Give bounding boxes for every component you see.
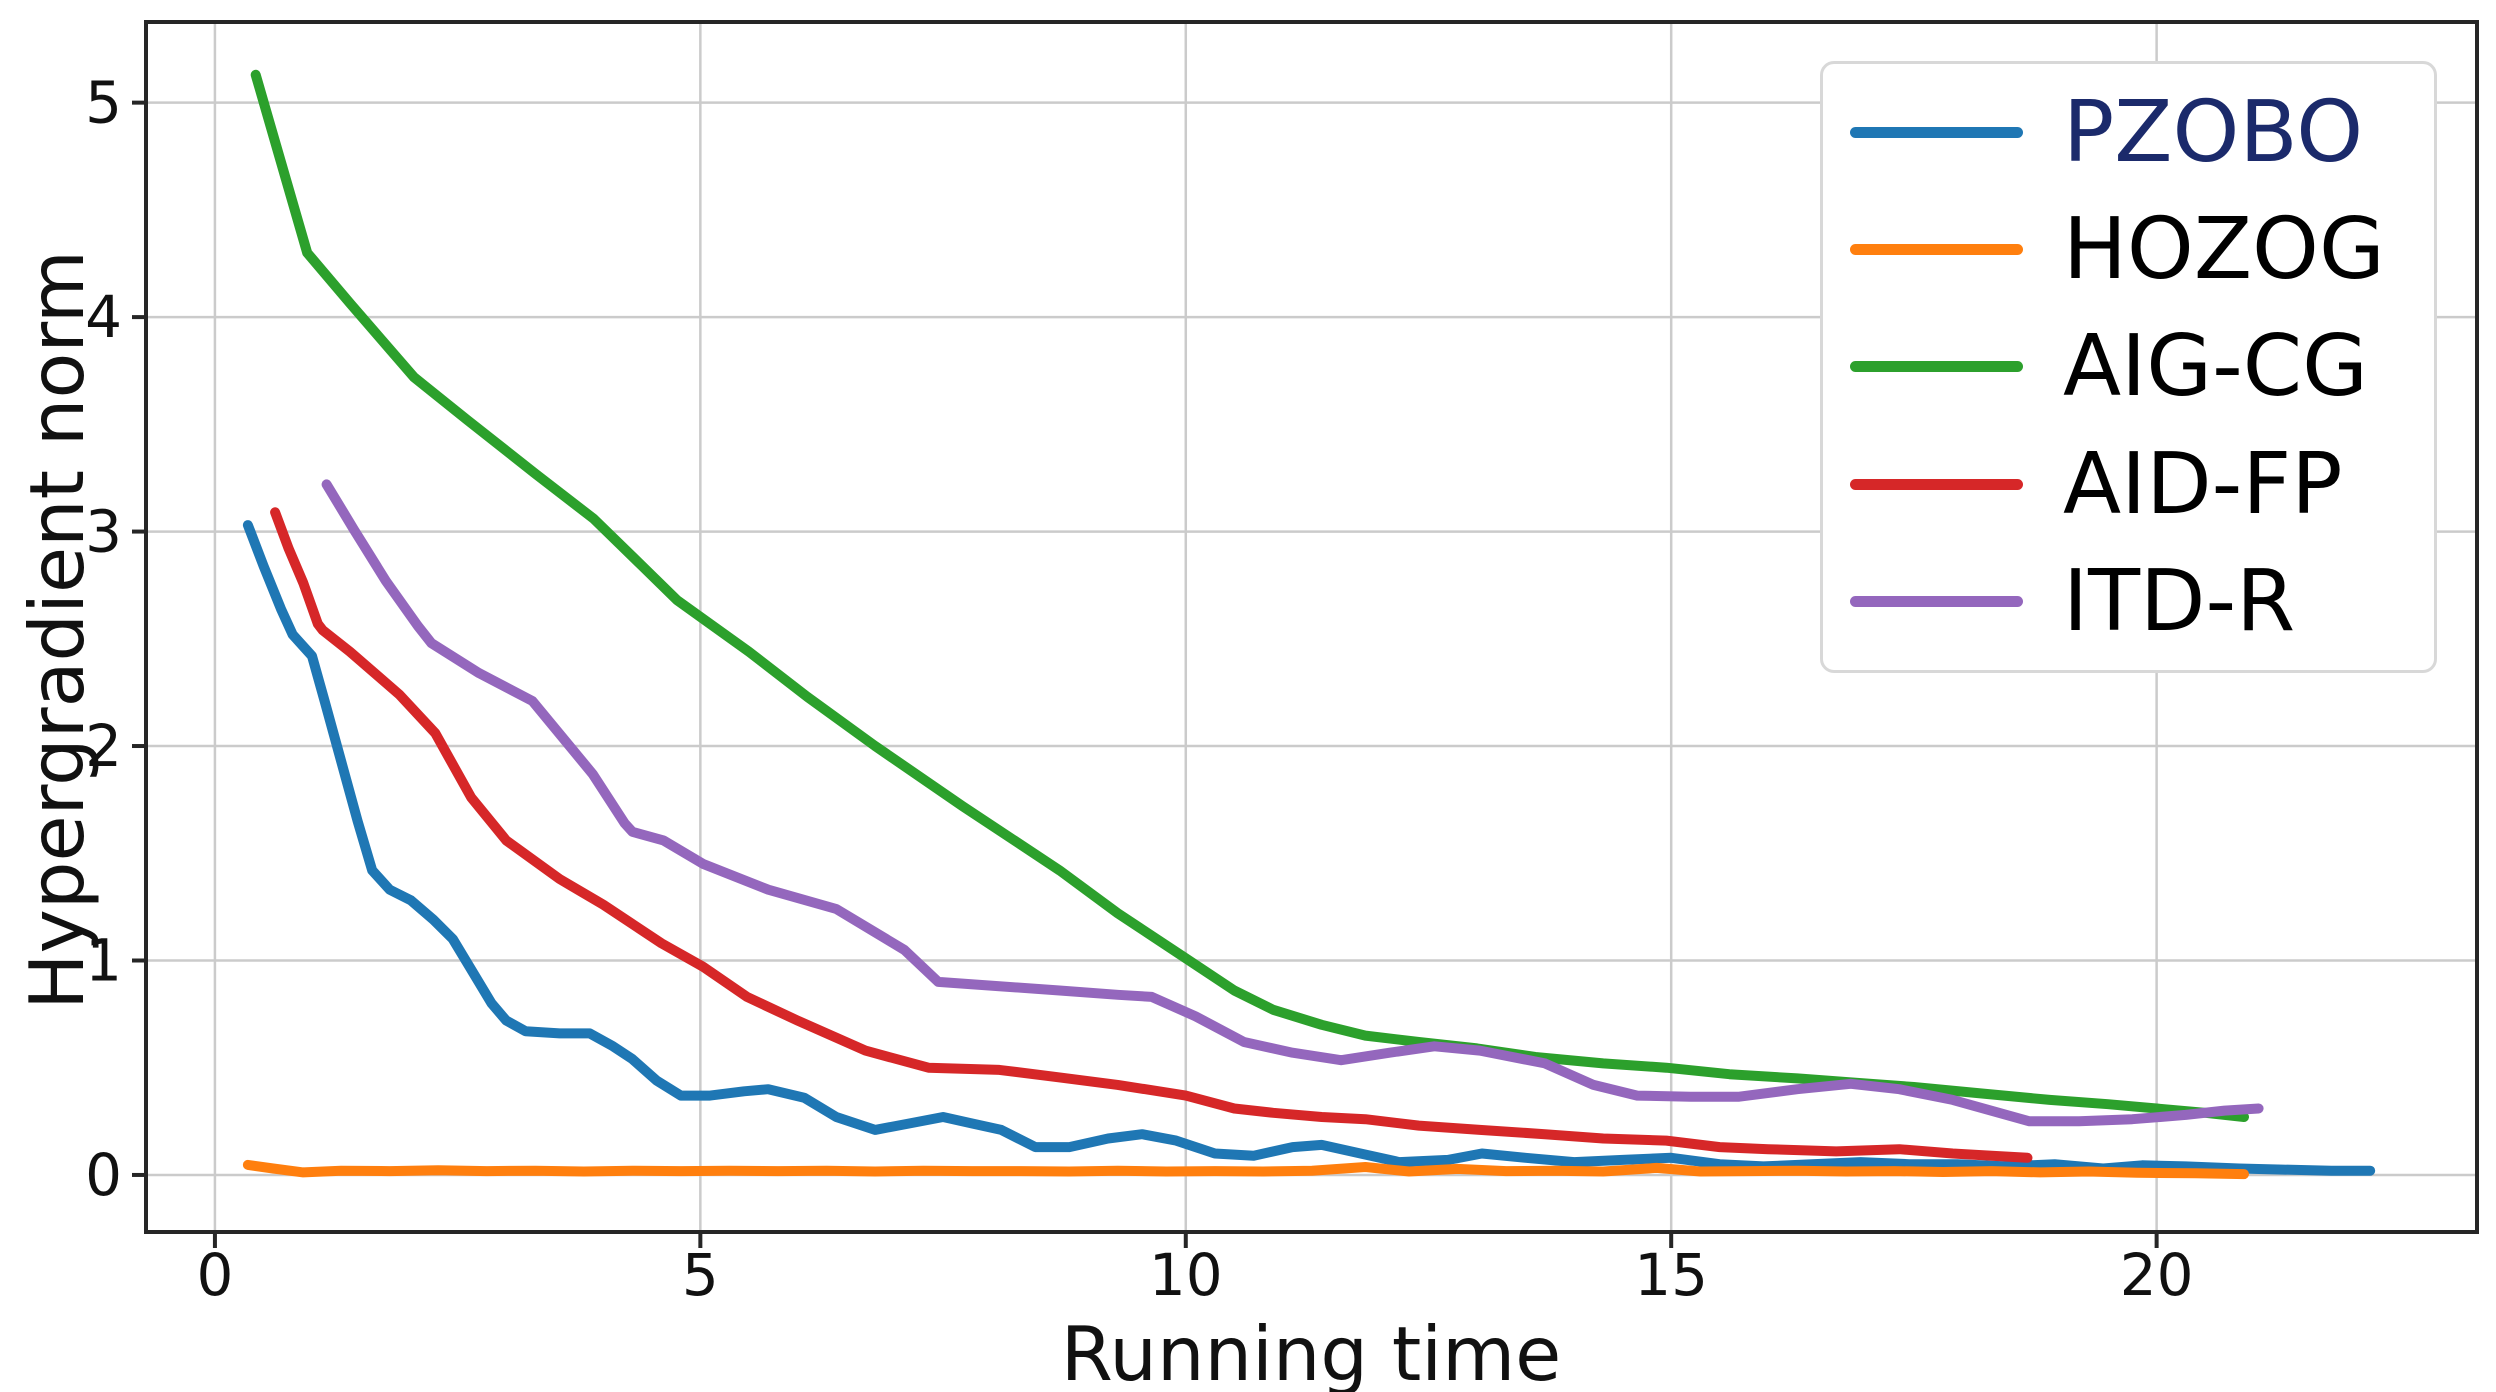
legend-label-aid-fp: AID-FP [2063, 434, 2343, 534]
plot-frame [144, 20, 2479, 1234]
legend-line-swatch-itd-r [1850, 595, 2023, 607]
legend-line-swatch-pzobo [1850, 127, 2023, 139]
legend-line-swatch-aig-cg [1850, 361, 2023, 373]
y-tick-label: 5 [85, 69, 122, 137]
y-tick-label: 3 [85, 498, 122, 566]
series-line-pzobo [242, 520, 2376, 1176]
legend-label-itd-r: ITD-R [2063, 551, 2296, 651]
legend-entry-hozog: HOZOG [1850, 207, 2434, 292]
y-tick-label: 1 [85, 926, 122, 994]
series-line-aid-fp [270, 507, 2033, 1163]
y-axis-label: Hypergradient norm [13, 250, 101, 1010]
series-line-aig-cg [250, 69, 2249, 1122]
x-axis-label: Running time [1060, 1310, 1562, 1392]
y-tick-label: 2 [85, 712, 122, 780]
legend-entry-aig-cg: AIG-CG [1850, 324, 2434, 409]
y-tick-label: 0 [85, 1141, 122, 1209]
x-tick-label: 10 [1149, 1241, 1223, 1309]
legend-label-pzobo: PZOBO [2063, 83, 2364, 183]
legend-entry-pzobo: PZOBO [1850, 90, 2434, 175]
legend-line-swatch-hozog [1850, 244, 2023, 256]
legend: PZOBO HOZOG AIG-CG AID-FP ITD-R [1820, 61, 2437, 673]
series-line-hozog [242, 1159, 2249, 1180]
legend-label-aig-cg: AIG-CG [2063, 317, 2368, 417]
x-tick-label: 20 [2120, 1241, 2194, 1309]
legend-entry-itd-r: ITD-R [1850, 559, 2434, 644]
y-tick-label: 4 [85, 283, 122, 351]
legend-label-hozog: HOZOG [2063, 200, 2385, 300]
x-tick-label: 5 [682, 1241, 719, 1309]
x-tick-label: 0 [196, 1241, 233, 1309]
legend-line-swatch-aid-fp [1850, 478, 2023, 490]
series-line-itd-r [321, 479, 2264, 1127]
x-tick-label: 15 [1634, 1241, 1708, 1309]
legend-entry-aid-fp: AID-FP [1850, 442, 2434, 527]
